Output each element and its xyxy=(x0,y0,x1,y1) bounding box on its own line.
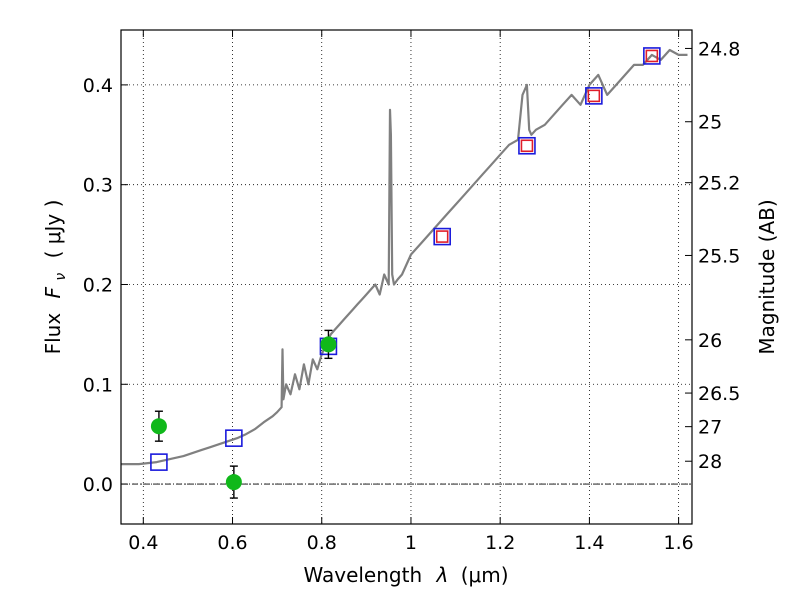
y-axis-title: Flux F ν ( μJy ) xyxy=(41,200,70,355)
y-axis-title-subscript: ν xyxy=(53,273,69,281)
square-marker xyxy=(643,47,661,65)
x-axis-title-unit: (μm) xyxy=(461,563,509,587)
square-marker xyxy=(433,227,451,246)
y-axis-title-prefix: Flux xyxy=(41,313,65,355)
x-axis-title-symbol: λ xyxy=(436,563,449,587)
photometry-point xyxy=(320,336,337,353)
y-tick-label: 0.4 xyxy=(83,75,113,97)
y2-tick-label: 25 xyxy=(698,112,722,134)
y2-tick-label: 25.2 xyxy=(698,173,740,195)
x-tick-label: 1 xyxy=(405,532,417,554)
ticks: 0.4 0.6 0.8 1 1.2 1.4 1.6 0.0 0.1 0.2 0.3 0.4 24.8 25… xyxy=(83,30,740,554)
x-tick-label: 1.2 xyxy=(485,532,515,554)
y-axis-title-symbol: F xyxy=(41,286,65,298)
marker-layer xyxy=(150,47,661,499)
y2-tick-label: 25.5 xyxy=(698,245,740,267)
y-axis-title-unit: ( μJy ) xyxy=(41,200,65,259)
x-tick-label: 1.6 xyxy=(664,532,694,554)
square-marker xyxy=(520,139,534,153)
y2-tick-label: 26.5 xyxy=(698,383,740,405)
y-tick-label: 0.0 xyxy=(83,474,113,496)
square-marker xyxy=(645,49,659,63)
x-axis-title: Wavelength λ (μm) xyxy=(303,563,508,587)
plot-frame xyxy=(120,29,693,525)
x-tick-label: 0.8 xyxy=(307,532,337,554)
y2-tick-label: 24.8 xyxy=(698,38,740,60)
square-marker xyxy=(587,89,601,103)
square-marker xyxy=(518,136,536,155)
square-marker xyxy=(585,87,603,105)
series-layer xyxy=(121,48,688,466)
y-tick-label: 0.3 xyxy=(83,175,113,197)
y2-tick-label: 26 xyxy=(698,330,722,352)
y2-tick-label: 28 xyxy=(698,451,722,473)
x-tick-label: 0.4 xyxy=(128,532,158,554)
photometry-point xyxy=(150,418,167,435)
x-tick-label: 0.6 xyxy=(217,532,247,554)
y2-tick-label: 27 xyxy=(698,417,722,439)
y2-axis-title: Magnitude (AB) xyxy=(755,199,779,354)
x-axis-title-prefix: Wavelength xyxy=(303,563,422,587)
y-tick-label: 0.2 xyxy=(83,274,113,296)
plot-background xyxy=(121,30,692,524)
square-marker xyxy=(435,230,449,243)
x-tick-label: 1.4 xyxy=(574,532,604,554)
y-tick-label: 0.1 xyxy=(83,374,113,396)
model-spectrum-line xyxy=(121,48,688,466)
photometry-point xyxy=(225,474,242,491)
square-marker xyxy=(225,429,243,447)
square-marker xyxy=(150,453,168,471)
